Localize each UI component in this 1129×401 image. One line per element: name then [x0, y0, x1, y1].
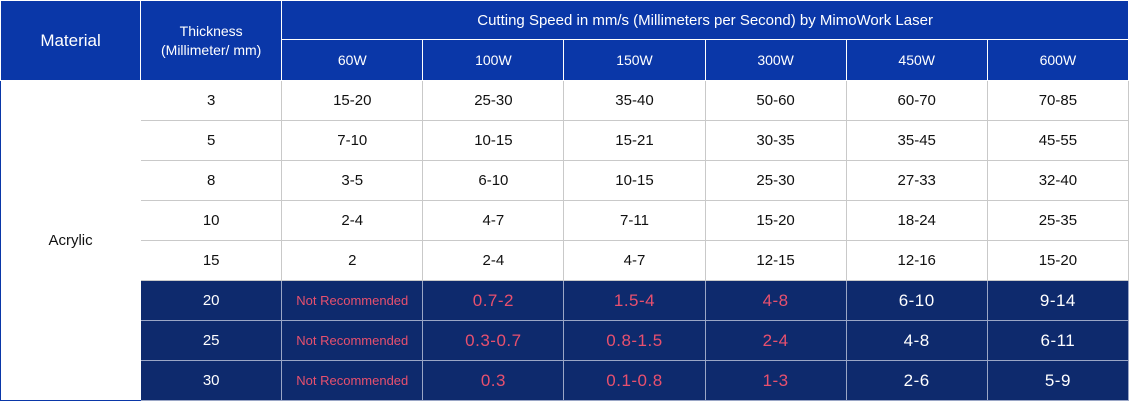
speed-cell: 6-10 [845, 280, 988, 321]
speed-cell: 2-4 [422, 240, 565, 281]
speed-cell: 12-15 [704, 240, 847, 281]
speed-cell: 30-35 [704, 120, 847, 161]
thickness-cell: 30 [140, 360, 283, 401]
speed-cell: 2-6 [845, 360, 988, 401]
speed-cell: 35-45 [845, 120, 988, 161]
speed-cell: 0.1-0.8 [563, 360, 706, 401]
speed-cell: 15-20 [986, 240, 1129, 281]
speed-cell: 7-10 [281, 120, 424, 161]
speed-cell: 0.8-1.5 [563, 320, 706, 361]
header-material: Material [0, 0, 142, 81]
speed-cell: 4-8 [845, 320, 988, 361]
speed-cell: 70-85 [986, 80, 1129, 121]
thickness-cell: 15 [140, 240, 283, 281]
table-row: 10 2-4 4-7 7-11 15-20 18-24 25-35 [1, 200, 1129, 241]
table-row: 20 Not Recommended 0.7-2 1.5-4 4-8 6-10 9-14 [1, 280, 1129, 321]
table-row: 8 3-5 6-10 10-15 25-30 27-33 32-40 [1, 160, 1129, 201]
speed-cell: Not Recommended [281, 280, 424, 321]
speed-cell: 0.3-0.7 [422, 320, 565, 361]
speed-cell: 45-55 [986, 120, 1129, 161]
speed-cell: 15-21 [563, 120, 706, 161]
header-power-60w: 60W [281, 39, 424, 81]
header-power-150w: 150W [563, 39, 706, 81]
table-body: Acrylic 3 15-20 25-30 35-40 50-60 60-70 70-85 5 7… [0, 80, 1129, 401]
header-thickness-label: Thickness (Millimeter/ mm) [161, 22, 262, 58]
speed-cell: 15-20 [281, 80, 424, 121]
speed-cell: 10-15 [563, 160, 706, 201]
speed-cell: 0.3 [422, 360, 565, 401]
table-row: 25 Not Recommended 0.3-0.7 0.8-1.5 2-4 4-8 6-1… [1, 320, 1129, 361]
speed-cell: 25-30 [704, 160, 847, 201]
thickness-cell: 25 [140, 320, 283, 361]
speed-cell: Not Recommended [281, 320, 424, 361]
table-row: 5 7-10 10-15 15-21 30-35 35-45 45-55 [1, 120, 1129, 161]
thickness-cell: 20 [140, 280, 283, 321]
speed-cell: 6-10 [422, 160, 565, 201]
speed-cell: 60-70 [845, 80, 988, 121]
speed-cell: 1.5-4 [563, 280, 706, 321]
thickness-cell: 10 [140, 200, 283, 241]
thickness-cell: 5 [140, 120, 283, 161]
speed-cell: 3-5 [281, 160, 424, 201]
header-thickness: Thickness (Millimeter/ mm) [140, 0, 283, 81]
speed-cell: 2-4 [704, 320, 847, 361]
speed-cell: Not Recommended [281, 360, 424, 401]
speed-cell: 27-33 [845, 160, 988, 201]
speed-cell: 9-14 [986, 280, 1129, 321]
thickness-cell: 3 [140, 80, 283, 121]
header-power-100w: 100W [422, 39, 565, 81]
speed-cell: 0.7-2 [422, 280, 565, 321]
speed-cell: 2 [281, 240, 424, 281]
speed-cell: 4-8 [704, 280, 847, 321]
table-row: Acrylic 3 15-20 25-30 35-40 50-60 60-70 70-85 [0, 80, 1129, 401]
speed-cell: 4-7 [563, 240, 706, 281]
speed-cell: 6-11 [986, 320, 1129, 361]
speed-cell: 25-35 [986, 200, 1129, 241]
header-power-600w: 600W [986, 39, 1129, 81]
speed-cell: 32-40 [986, 160, 1129, 201]
header-cutting-speed: Cutting Speed in mm/s (Millimeters per S… [281, 0, 1129, 40]
header-power-300w: 300W [704, 39, 847, 81]
speed-cell: 2-4 [281, 200, 424, 241]
speed-cell: 5-9 [986, 360, 1129, 401]
table-row: 15 2 2-4 4-7 12-15 12-16 15-20 [1, 240, 1129, 281]
speed-cell: 7-11 [563, 200, 706, 241]
speed-cell: 4-7 [422, 200, 565, 241]
speed-cell: 12-16 [845, 240, 988, 281]
speed-cell: 35-40 [563, 80, 706, 121]
table-row: 30 Not Recommended 0.3 0.1-0.8 1-3 2-6 5-9 [1, 360, 1129, 401]
thickness-cell: 8 [140, 160, 283, 201]
material-cell: Acrylic [0, 80, 142, 401]
speed-cell: 18-24 [845, 200, 988, 241]
speed-cell: 50-60 [704, 80, 847, 121]
speed-cell: 1-3 [704, 360, 847, 401]
speed-cell: 10-15 [422, 120, 565, 161]
speed-cell: 15-20 [704, 200, 847, 241]
header-power-450w: 450W [845, 39, 988, 81]
speed-cell: 25-30 [422, 80, 565, 121]
